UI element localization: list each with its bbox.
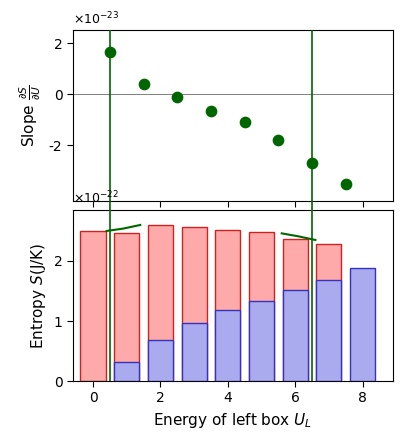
Y-axis label: Entropy $S$(J/K): Entropy $S$(J/K) (29, 242, 48, 349)
Bar (249, 301, 274, 381)
Bar (114, 233, 139, 381)
Text: $\times10^{-23}$: $\times10^{-23}$ (73, 10, 119, 27)
Point (309, 160, 315, 167)
Bar (249, 232, 274, 381)
Bar (283, 290, 308, 381)
Bar (181, 227, 207, 381)
Bar (316, 280, 341, 381)
Point (208, 107, 214, 114)
Y-axis label: Slope $\frac{\partial S}{\partial U}$: Slope $\frac{\partial S}{\partial U}$ (18, 84, 43, 147)
Bar (283, 239, 308, 381)
Bar (215, 230, 241, 381)
Point (107, 48, 113, 55)
Bar (148, 340, 173, 381)
Bar (316, 244, 341, 381)
Text: $\times10^{-22}$: $\times10^{-22}$ (73, 190, 119, 207)
Point (343, 180, 349, 187)
Point (241, 119, 248, 126)
Bar (215, 310, 241, 381)
Bar (81, 231, 106, 381)
Bar (148, 225, 173, 381)
X-axis label: Energy of left box $U_L$: Energy of left box $U_L$ (153, 411, 313, 430)
Bar (114, 362, 139, 381)
Point (141, 81, 147, 87)
Bar (350, 268, 375, 381)
Bar (181, 323, 207, 381)
Point (174, 93, 181, 100)
Point (275, 137, 281, 144)
